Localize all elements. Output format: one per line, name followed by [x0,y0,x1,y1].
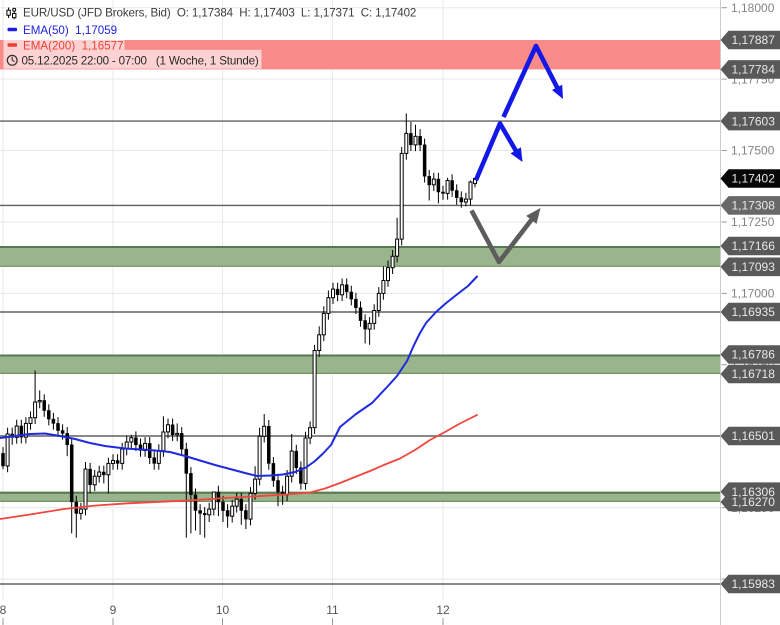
svg-text:1,15983: 1,15983 [732,577,776,591]
svg-text:1,17166: 1,17166 [732,239,776,253]
svg-text:1,17887: 1,17887 [732,33,776,47]
svg-text:1,16935: 1,16935 [732,305,776,319]
svg-text:1,16718: 1,16718 [732,367,776,381]
svg-text:1,17784: 1,17784 [732,63,776,77]
svg-text:11: 11 [326,603,339,617]
svg-text:9: 9 [110,603,117,617]
svg-text:EUR/USD (JFD Brokers, Bid) O:: EUR/USD (JFD Brokers, Bid) O: 1,17384 H:… [23,6,416,19]
svg-text:1,16270: 1,16270 [732,495,776,509]
svg-text:EMA(200) 1,16577: EMA(200) 1,16577 [23,39,124,52]
svg-text:1,18000: 1,18000 [731,1,775,15]
svg-text:10: 10 [216,603,230,617]
svg-text:EMA(50) 1,17059: EMA(50) 1,17059 [23,24,117,37]
svg-text:8: 8 [0,603,7,617]
svg-text:1,17402: 1,17402 [732,172,776,186]
svg-text:1,17000: 1,17000 [731,287,775,301]
svg-text:1,17093: 1,17093 [732,260,776,274]
svg-text:1,17250: 1,17250 [731,215,775,229]
svg-text:1,16501: 1,16501 [732,429,776,443]
svg-text:1,17308: 1,17308 [732,199,776,213]
svg-text:05.12.2025 22:00 - 07:00 (1: 05.12.2025 22:00 - 07:00 (1 Woche, 1 Stu… [22,55,259,68]
svg-text:1,17603: 1,17603 [732,114,776,128]
svg-text:12: 12 [436,603,450,617]
svg-text:1,17500: 1,17500 [731,144,775,158]
svg-text:1,16786: 1,16786 [732,348,776,362]
svg-text:1,16306: 1,16306 [732,485,776,499]
